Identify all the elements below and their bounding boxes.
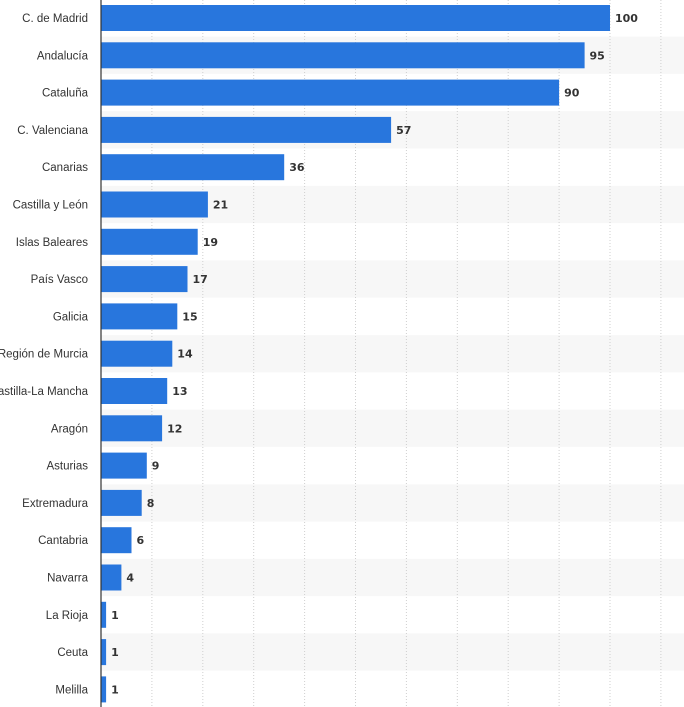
value-label: 15	[182, 310, 197, 323]
bar	[101, 42, 585, 69]
value-label: 13	[172, 385, 187, 398]
value-label: 1	[111, 683, 119, 696]
bars-group	[101, 5, 610, 703]
row-band	[101, 260, 684, 298]
bar	[101, 564, 122, 591]
bar	[101, 378, 168, 404]
category-label: Melilla	[55, 684, 88, 696]
value-label: 9	[152, 460, 160, 473]
category-labels: C. de Madrid Andalucía Cataluña C. Valencia…	[0, 13, 89, 696]
row-band	[101, 335, 684, 373]
category-label: Ceuta	[57, 647, 88, 659]
value-label: 19	[203, 236, 218, 249]
bar	[101, 676, 107, 703]
value-label: 17	[193, 273, 208, 286]
bar	[101, 601, 107, 628]
bar	[101, 5, 610, 31]
bar	[101, 154, 285, 181]
category-label: Canarias	[42, 162, 88, 174]
bar	[101, 116, 392, 143]
category-label: La Rioja	[46, 610, 89, 622]
category-label: Región de Murcia	[0, 349, 89, 361]
row-band	[101, 633, 684, 671]
row-band	[101, 409, 684, 447]
category-label: Castilla y León	[13, 200, 88, 212]
bar	[101, 303, 178, 330]
category-label: C. de Madrid	[22, 13, 88, 25]
row-band	[101, 558, 684, 597]
bar	[101, 79, 560, 106]
bar	[101, 340, 173, 367]
category-label: Cataluña	[42, 88, 89, 100]
category-label: C. Valenciana	[17, 125, 88, 137]
row-bands	[101, 36, 684, 671]
category-label: Galicia	[53, 311, 89, 323]
category-label: Castilla-La Mancha	[0, 386, 89, 398]
value-label: 21	[213, 199, 228, 212]
value-label: 57	[396, 124, 411, 137]
value-label: 36	[289, 161, 305, 174]
bar	[101, 527, 132, 554]
bar	[101, 266, 188, 293]
value-label: 4	[126, 572, 134, 585]
category-label: Navarra	[47, 573, 89, 585]
row-band	[101, 484, 684, 522]
value-label: 1	[111, 646, 119, 659]
value-label: 8	[147, 497, 155, 510]
value-label: 1	[111, 609, 119, 622]
category-label: Islas Baleares	[16, 237, 88, 249]
value-label: 12	[167, 422, 182, 435]
bar	[101, 452, 147, 479]
bar	[101, 639, 107, 666]
value-label: 90	[564, 87, 580, 100]
bar	[101, 489, 142, 516]
category-label: Extremadura	[22, 498, 88, 510]
value-label: 95	[590, 49, 605, 62]
category-label: Andalucía	[37, 50, 89, 62]
category-label: País Vasco	[31, 274, 88, 286]
value-label: 14	[177, 348, 193, 361]
category-label: Asturias	[46, 461, 88, 473]
value-labels: 100 95 90 57 36 21 19 17 15 14 13 12 9 8 6 4 1 1 1	[111, 12, 638, 696]
value-label: 6	[137, 534, 145, 547]
category-label: Cantabria	[38, 535, 88, 547]
bar	[101, 191, 208, 218]
value-label: 100	[615, 12, 638, 25]
bar	[101, 228, 198, 255]
bar	[101, 415, 163, 442]
category-label: Aragón	[51, 423, 88, 435]
